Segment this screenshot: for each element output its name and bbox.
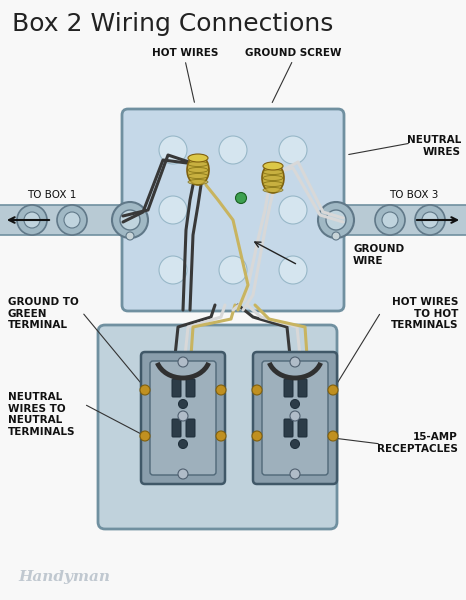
FancyBboxPatch shape: [262, 361, 328, 475]
Text: NEUTRAL
WIRES: NEUTRAL WIRES: [407, 135, 461, 157]
FancyBboxPatch shape: [98, 325, 337, 529]
Circle shape: [159, 256, 187, 284]
Circle shape: [159, 136, 187, 164]
Circle shape: [216, 385, 226, 395]
FancyBboxPatch shape: [284, 419, 293, 437]
Circle shape: [279, 136, 307, 164]
FancyBboxPatch shape: [332, 205, 466, 235]
Ellipse shape: [188, 167, 208, 173]
Circle shape: [252, 385, 262, 395]
Circle shape: [64, 212, 80, 228]
Circle shape: [216, 431, 226, 441]
Circle shape: [290, 400, 300, 409]
Text: TO BOX 1: TO BOX 1: [27, 190, 77, 200]
Circle shape: [252, 431, 262, 441]
Circle shape: [219, 256, 247, 284]
Circle shape: [235, 193, 247, 203]
Circle shape: [290, 357, 300, 367]
Text: 15-AMP
RECEPTACLES: 15-AMP RECEPTACLES: [377, 432, 458, 454]
Ellipse shape: [188, 173, 208, 179]
Text: NEUTRAL
WIRES TO
NEUTRAL
TERMINALS: NEUTRAL WIRES TO NEUTRAL TERMINALS: [8, 392, 75, 437]
Circle shape: [17, 205, 47, 235]
Circle shape: [159, 196, 187, 224]
Ellipse shape: [263, 162, 283, 170]
Circle shape: [140, 385, 150, 395]
Circle shape: [219, 136, 247, 164]
Circle shape: [126, 232, 134, 240]
FancyBboxPatch shape: [298, 419, 307, 437]
Circle shape: [178, 400, 187, 409]
Text: GROUND SCREW: GROUND SCREW: [245, 48, 341, 58]
Text: GROUND
WIRE: GROUND WIRE: [353, 244, 404, 266]
FancyBboxPatch shape: [186, 379, 195, 397]
Circle shape: [112, 202, 148, 238]
Circle shape: [415, 205, 445, 235]
Text: GROUND TO
GREEN
TERMINAL: GROUND TO GREEN TERMINAL: [8, 297, 79, 330]
Text: TO BOX 3: TO BOX 3: [389, 190, 439, 200]
Text: HOT WIRES
TO HOT
TERMINALS: HOT WIRES TO HOT TERMINALS: [391, 297, 458, 330]
FancyBboxPatch shape: [122, 109, 344, 311]
Circle shape: [178, 439, 187, 449]
Circle shape: [290, 439, 300, 449]
Circle shape: [332, 232, 340, 240]
Ellipse shape: [263, 181, 283, 187]
Ellipse shape: [263, 175, 283, 181]
Circle shape: [326, 210, 346, 230]
Text: Box 2 Wiring Connections: Box 2 Wiring Connections: [12, 12, 333, 36]
Circle shape: [328, 431, 338, 441]
Ellipse shape: [263, 187, 283, 193]
Circle shape: [279, 256, 307, 284]
Ellipse shape: [188, 154, 208, 162]
Circle shape: [178, 357, 188, 367]
FancyBboxPatch shape: [253, 352, 337, 484]
Ellipse shape: [187, 155, 209, 185]
Circle shape: [279, 196, 307, 224]
Circle shape: [178, 469, 188, 479]
Circle shape: [375, 205, 405, 235]
Circle shape: [24, 212, 40, 228]
Ellipse shape: [188, 161, 208, 166]
FancyBboxPatch shape: [172, 379, 181, 397]
FancyBboxPatch shape: [298, 379, 307, 397]
Circle shape: [382, 212, 398, 228]
FancyBboxPatch shape: [186, 419, 195, 437]
Circle shape: [140, 431, 150, 441]
Ellipse shape: [188, 179, 208, 185]
Text: HOT WIRES: HOT WIRES: [152, 48, 218, 58]
FancyBboxPatch shape: [172, 419, 181, 437]
Circle shape: [57, 205, 87, 235]
Circle shape: [422, 212, 438, 228]
Circle shape: [178, 411, 188, 421]
Ellipse shape: [262, 163, 284, 193]
Text: Handyman: Handyman: [18, 570, 110, 584]
FancyBboxPatch shape: [0, 205, 134, 235]
Circle shape: [290, 411, 300, 421]
FancyBboxPatch shape: [150, 361, 216, 475]
Ellipse shape: [263, 169, 283, 175]
Circle shape: [120, 210, 140, 230]
Circle shape: [328, 385, 338, 395]
Circle shape: [318, 202, 354, 238]
Circle shape: [290, 469, 300, 479]
FancyBboxPatch shape: [141, 352, 225, 484]
FancyBboxPatch shape: [284, 379, 293, 397]
